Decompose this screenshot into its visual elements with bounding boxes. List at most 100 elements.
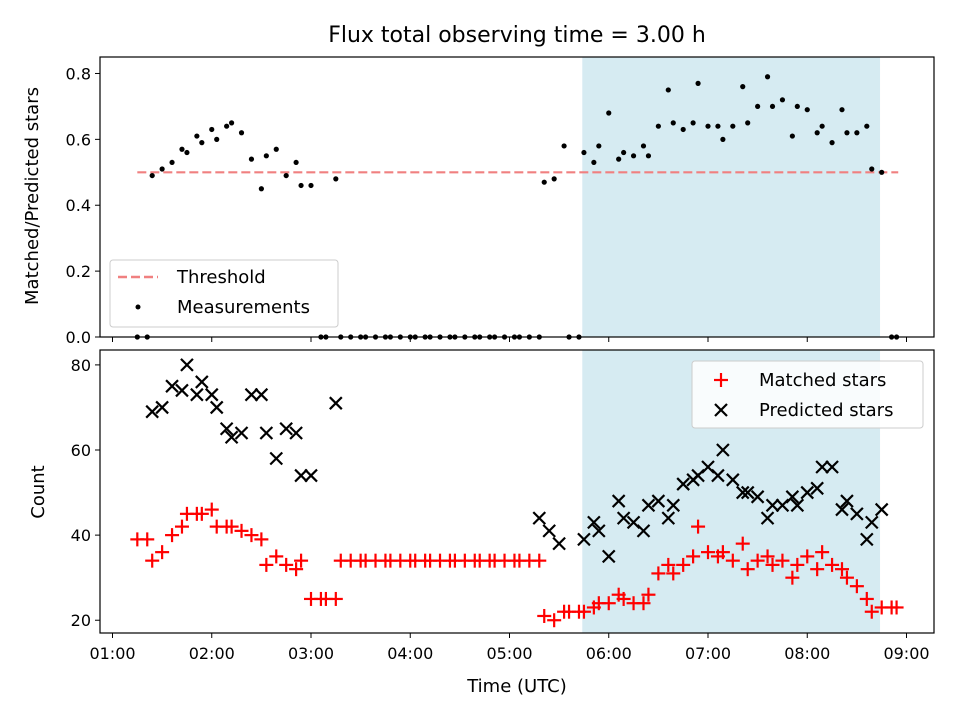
predicted-stars-point (800, 485, 815, 500)
legend-label-threshold: Threshold (176, 267, 266, 288)
predicted-stars-point (234, 426, 249, 440)
matched-stars-point (676, 557, 691, 572)
count-legend-box (691, 360, 924, 429)
measurement-point (839, 107, 845, 113)
predicted-stars-point (790, 498, 805, 513)
predicted-stars-point (740, 485, 755, 500)
predicted-stars-point (219, 421, 234, 436)
predicted-stars-point (636, 524, 651, 538)
matched-stars-point (691, 519, 706, 534)
predicted-stars-point (532, 511, 547, 525)
predicted-stars-point (810, 481, 824, 496)
matched-stars-point (765, 557, 780, 572)
count-y-tick-label: 20 (71, 611, 91, 630)
predicted-stars-point (641, 498, 656, 513)
predicted-stars-point (204, 387, 219, 402)
ratio-legend: Threshold Measurements (109, 259, 339, 328)
matched-stars-point (576, 604, 591, 619)
count-y-tick-label: 80 (71, 356, 91, 375)
measurement-point (814, 130, 820, 136)
measurement-point (273, 146, 279, 152)
matched-stars-point (864, 604, 879, 619)
ratio-y-tick-label: 0.0 (66, 328, 91, 347)
measurement-point (829, 140, 835, 146)
predicted-stars-point (711, 468, 725, 483)
predicted-stars-point (735, 485, 750, 500)
predicted-stars-point (195, 375, 209, 389)
measurement-point (640, 143, 647, 149)
predicted-stars-point (224, 430, 239, 445)
matched-stars-point (889, 600, 904, 615)
measurement-point (645, 153, 652, 159)
count-x-tick-label: 03:00 (288, 644, 334, 663)
ratio-legend-box (109, 259, 339, 328)
matched-stars-point (686, 549, 701, 564)
measurement-point (333, 176, 339, 182)
predicted-stars-point (874, 502, 889, 517)
predicted-stars-point (666, 498, 681, 513)
matched-stars-point (750, 553, 765, 568)
matched-stars-point (279, 557, 294, 572)
count-x-tick-label: 07:00 (685, 644, 731, 663)
predicted-stars-point (542, 524, 556, 538)
count-x-tick-label: 09:00 (883, 644, 929, 663)
measurement-point (159, 166, 165, 172)
measurement-point (214, 136, 220, 142)
measurement-point (263, 153, 269, 159)
measurement-point (869, 166, 875, 172)
measurement-point (591, 159, 597, 166)
measurement-point (665, 87, 671, 93)
predicted-stars-point (750, 490, 765, 504)
predicted-stars-point (825, 460, 839, 474)
predicted-stars-point (165, 379, 179, 393)
measurement-point (621, 149, 627, 156)
predicted-stars-point (209, 400, 224, 415)
matched-stars-point (815, 545, 830, 560)
predicted-stars-point (155, 400, 169, 415)
measurement-point (690, 120, 696, 126)
predicted-stars-point (254, 387, 269, 402)
measurement-point (844, 130, 850, 136)
predicted-stars-point (726, 473, 740, 487)
matched-stars-point (537, 608, 552, 623)
predicted-stars-point (304, 468, 318, 483)
measurement-point (238, 130, 245, 136)
predicted-stars-point (864, 515, 879, 530)
predicted-stars-point (269, 451, 284, 466)
predicted-stars-point (259, 426, 274, 440)
legend-label-predicted: Predicted stars (759, 400, 893, 421)
matched-stars-point (174, 519, 189, 534)
measurement-point (596, 143, 602, 149)
measurement-point (199, 140, 205, 146)
matched-stars-point (244, 528, 259, 543)
measurements-legend-swatch (135, 304, 141, 310)
predicted-stars-point (616, 511, 631, 525)
measurement-point (169, 159, 175, 166)
predicted-stars-point (180, 358, 194, 372)
matched-stars-point (735, 536, 750, 551)
legend-label-matched: Matched stars (759, 370, 886, 391)
predicted-stars-point (651, 494, 666, 508)
matched-stars-point (254, 532, 269, 547)
measurement-point (229, 120, 235, 126)
measurement-point (258, 186, 264, 192)
measurement-point (864, 123, 870, 129)
measurement-point (695, 80, 701, 86)
matched-stars-point (666, 566, 681, 581)
measurement-point (551, 176, 557, 182)
measurement-point (879, 169, 885, 175)
matched-stars-point (760, 549, 775, 564)
matched-stars-point (715, 545, 730, 560)
measurement-point (764, 74, 771, 80)
measurement-point (248, 156, 255, 162)
predicted-stars-point (860, 532, 874, 547)
count-y-tick-label: 60 (71, 441, 91, 460)
measurement-point (769, 103, 776, 110)
ratio-y-tick-label: 0.4 (66, 196, 91, 215)
measurement-point (298, 182, 304, 189)
predicted-stars-point (592, 524, 606, 538)
matched-stars-point (547, 613, 562, 628)
measurement-point (730, 123, 736, 129)
predicted-stars-point (552, 536, 566, 551)
predicted-stars-point (294, 468, 308, 483)
